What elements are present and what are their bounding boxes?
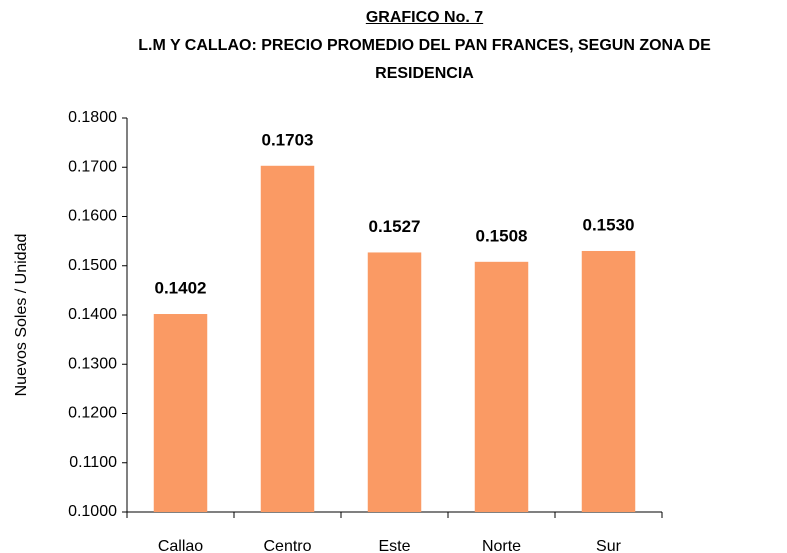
y-tick-label: 0.1200	[68, 405, 117, 422]
y-tick-label: 0.1600	[68, 208, 117, 225]
x-tick-label: Callao	[158, 538, 203, 553]
value-label: 0.1508	[476, 226, 528, 245]
bar	[581, 250, 636, 512]
y-axis-label: Nuevos Soles / Unidad	[13, 234, 30, 397]
y-tick-label: 0.1400	[68, 306, 117, 323]
chart-subtitle: L.M Y CALLAO: PRECIO PROMEDIO DEL PAN FR…	[138, 37, 711, 82]
y-tick-label: 0.1800	[68, 109, 117, 126]
x-tick-label: Este	[378, 538, 410, 553]
value-label: 0.1530	[583, 215, 635, 234]
x-tick-label: Sur	[596, 538, 622, 553]
value-label: 0.1527	[369, 217, 421, 236]
x-tick-label: Centro	[263, 538, 311, 553]
y-tick-label: 0.1500	[68, 257, 117, 274]
bar	[153, 314, 208, 512]
value-label: 0.1402	[155, 278, 207, 297]
titles: GRAFICO No. 7 L.M Y CALLAO: PRECIO PROME…	[112, 4, 737, 88]
y-tick-label: 0.1700	[68, 158, 117, 175]
value-label: 0.1703	[262, 130, 314, 149]
y-tick-label: 0.1100	[69, 454, 117, 471]
y-tick-label: 0.1300	[68, 355, 117, 372]
bar	[474, 261, 529, 512]
y-tick-label: 0.1000	[68, 503, 117, 520]
x-tick-label: Norte	[482, 538, 521, 553]
bar	[260, 165, 315, 512]
bar	[367, 252, 422, 512]
chart-title: GRAFICO No. 7	[365, 9, 484, 26]
